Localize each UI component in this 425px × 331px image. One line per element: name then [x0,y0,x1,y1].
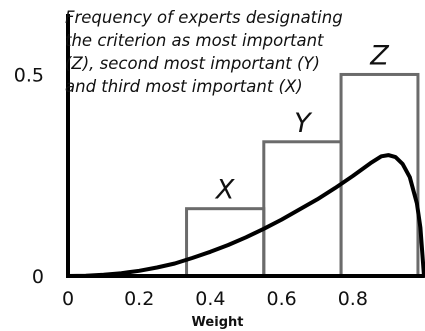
bar-label-y: Y [294,108,313,139]
bar-x [187,209,264,276]
y-tick-label: 0.5 [14,64,44,86]
density-curve [68,155,424,276]
annotation-line: and third most important (X) [65,75,385,98]
x-axis-title: Weight [192,315,244,330]
x-tick-label: 0 [62,288,74,310]
x-tick-label: 0.4 [195,288,225,310]
x-tick-label: 0.2 [124,288,154,310]
y-tick-label: 0 [32,266,44,288]
annotation-line: (Z), second most important (Y) [65,52,385,75]
annotation-line: the criterion as most important [65,29,385,52]
annotation: Frequency of experts designating the cri… [65,6,385,98]
bar-label-x: X [214,175,235,206]
curve-layer [68,155,424,276]
annotation-line: Frequency of experts designating [65,6,385,29]
x-tick-label: 0.8 [338,288,368,310]
x-tick-label: 0.6 [266,288,296,310]
